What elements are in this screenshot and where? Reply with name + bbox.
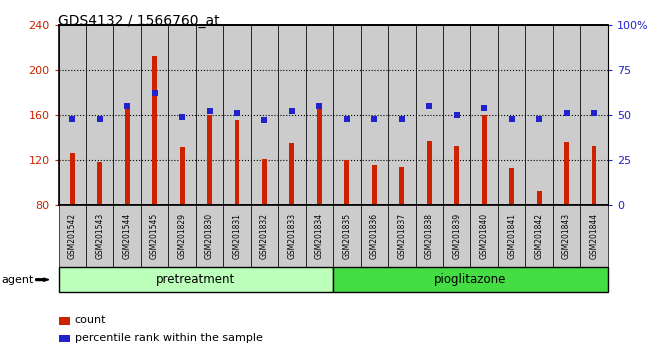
Bar [564,142,569,205]
Bar [141,25,168,205]
Text: GSM201542: GSM201542 [68,213,77,259]
Point [342,116,352,121]
Bar [509,168,514,205]
Text: GSM201832: GSM201832 [260,213,269,259]
Point [479,105,489,111]
Text: GSM201831: GSM201831 [233,213,242,259]
Point [94,116,105,121]
Bar [152,56,157,205]
Point [589,110,599,116]
Text: agent: agent [1,275,34,285]
Bar [235,120,239,205]
Text: pioglitazone: pioglitazone [434,273,506,286]
Point [534,116,544,121]
Text: GDS4132 / 1566760_at: GDS4132 / 1566760_at [58,14,220,28]
Point [452,112,462,118]
Point [122,103,133,109]
Bar [471,25,498,205]
Bar [251,25,278,205]
Bar [443,25,471,205]
Point [396,116,407,121]
Bar [399,167,404,205]
Point [314,103,324,109]
Bar [289,143,294,205]
Point [177,114,187,120]
Text: GSM201838: GSM201838 [424,213,434,259]
Text: GSM201829: GSM201829 [177,213,187,259]
Text: GSM201830: GSM201830 [205,213,214,259]
Text: GSM201835: GSM201835 [343,213,352,259]
Text: GSM201544: GSM201544 [123,213,132,259]
Text: percentile rank within the sample: percentile rank within the sample [75,333,263,343]
Bar [592,145,597,205]
Bar [415,25,443,205]
Text: GSM201834: GSM201834 [315,213,324,259]
Text: GSM201844: GSM201844 [590,213,599,259]
Bar [344,160,349,205]
Text: GSM201839: GSM201839 [452,213,462,259]
Bar [454,145,459,205]
Bar [125,104,129,205]
Bar [482,115,487,205]
Bar [361,25,388,205]
Point [204,109,214,114]
Text: GSM201836: GSM201836 [370,213,379,259]
Bar [58,25,86,205]
Bar [333,25,361,205]
Text: pretreatment: pretreatment [156,273,235,286]
Bar [98,162,102,205]
Point [232,110,242,116]
Point [424,103,434,109]
Point [150,91,160,96]
Bar [388,25,415,205]
Text: GSM201833: GSM201833 [287,213,296,259]
Text: GSM201545: GSM201545 [150,213,159,259]
Text: GSM201543: GSM201543 [95,213,104,259]
Bar [306,25,333,205]
Bar [207,115,212,205]
Text: GSM201840: GSM201840 [480,213,489,259]
Bar [580,25,608,205]
Bar [552,25,580,205]
Bar [168,25,196,205]
Bar [196,25,224,205]
Point [67,116,77,121]
Bar [498,25,525,205]
Bar [537,191,541,205]
Text: GSM201843: GSM201843 [562,213,571,259]
Bar [86,25,114,205]
Point [259,118,270,123]
Bar [278,25,306,205]
Text: GSM201842: GSM201842 [534,213,543,259]
Bar [70,153,75,205]
Bar [224,25,251,205]
Bar [427,141,432,205]
Bar [372,165,377,205]
Text: count: count [75,315,106,325]
Point [369,116,380,121]
Text: GSM201837: GSM201837 [397,213,406,259]
Point [506,116,517,121]
Point [562,110,572,116]
Bar [179,147,185,205]
Bar [114,25,141,205]
Point [287,109,297,114]
Text: GSM201841: GSM201841 [507,213,516,259]
Bar [317,109,322,205]
Bar [262,159,267,205]
Bar [525,25,552,205]
